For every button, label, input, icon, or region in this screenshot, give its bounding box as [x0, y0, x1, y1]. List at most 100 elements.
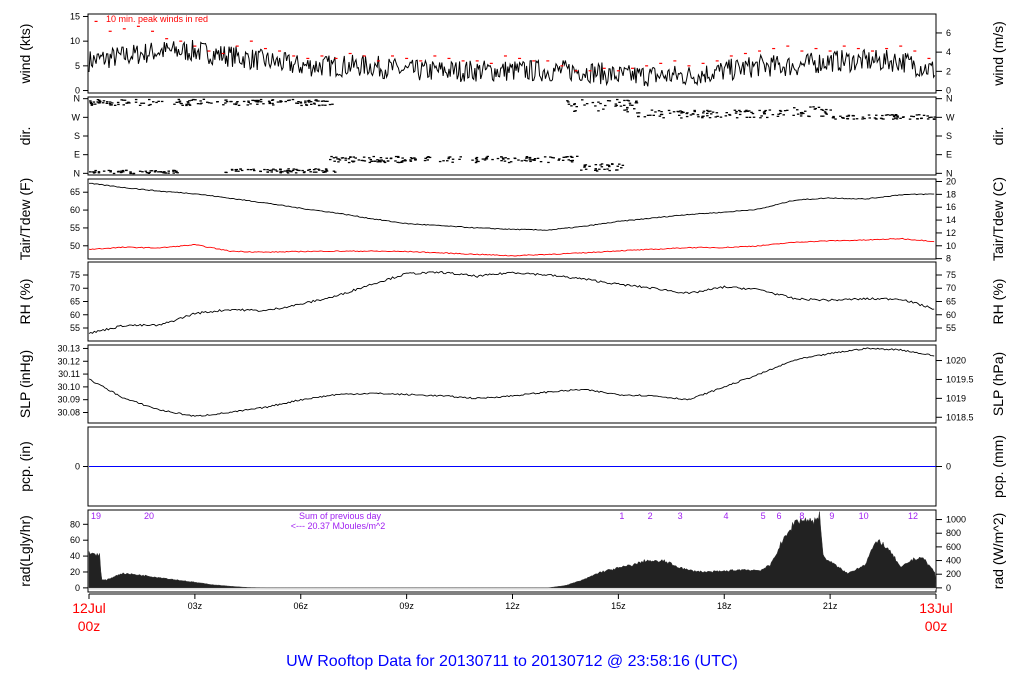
x-tick-label: 03z: [188, 601, 203, 611]
dir-point: [892, 114, 895, 116]
dir-point: [706, 112, 709, 115]
dir-point: [234, 170, 238, 172]
slp-ytick-right-label: 1019: [946, 393, 966, 403]
panel-dir: dir. dir.N NE ES SW WN N: [17, 94, 1006, 179]
dir-point: [222, 104, 225, 106]
dir-point: [259, 170, 262, 173]
dir-point: [529, 160, 532, 163]
dir-point: [324, 168, 328, 170]
dir-point: [411, 157, 414, 160]
dir-point: [892, 118, 895, 120]
dir-point: [892, 115, 896, 118]
dir-point: [611, 163, 614, 165]
dir-point: [566, 100, 569, 102]
dir-point: [796, 109, 799, 111]
dir-point: [389, 157, 393, 159]
dir-point: [746, 110, 749, 112]
dir-point: [750, 111, 753, 113]
dir-point: [748, 116, 752, 118]
x-tick-label: 21z: [823, 601, 838, 611]
temp-ytick-right-label: 16: [946, 202, 956, 212]
dir-point: [602, 108, 605, 110]
dir-point: [625, 109, 628, 111]
dir-point: [349, 156, 352, 158]
dir-point: [715, 112, 719, 114]
rh-ytick-right-label: 65: [946, 297, 956, 307]
dir-point: [882, 118, 885, 120]
dir-point: [693, 110, 696, 113]
dir-point: [99, 100, 102, 102]
dir-point: [396, 155, 400, 158]
dir-point: [547, 161, 550, 164]
x-tick-label: 15z: [611, 601, 626, 611]
dir-point: [606, 164, 609, 166]
dir-point: [323, 170, 327, 172]
temp-ytick-right-label: 20: [946, 177, 956, 187]
dir-point: [372, 155, 375, 158]
dir-point: [383, 161, 387, 164]
temp-frame: [87, 178, 937, 260]
dir-point: [107, 169, 111, 172]
dir-point: [153, 171, 157, 173]
dir-point: [321, 170, 324, 172]
dir-point: [97, 171, 101, 173]
dir-point: [873, 117, 877, 119]
dir-point: [247, 101, 250, 103]
wind-ytick-label: 0: [75, 86, 80, 96]
dir-point: [523, 159, 527, 161]
dir-ytick-right-label: N: [946, 94, 953, 104]
panel-wind: wind (kts) wind (m/s) 0 5 10 15 0 2 4 6 10 min. pe…: [17, 11, 1006, 95]
dir-ytick-label: N: [74, 168, 81, 178]
dir-point: [271, 99, 274, 101]
dir-point: [846, 118, 849, 120]
dir-point: [570, 161, 574, 163]
dir-point: [167, 170, 170, 172]
dir-point: [172, 172, 175, 174]
dir-point: [800, 113, 803, 115]
dir-point: [626, 107, 629, 109]
dir-point: [268, 169, 272, 172]
rh-ytick-label: 60: [70, 310, 80, 320]
dir-point: [608, 165, 611, 168]
dir-frame: [87, 96, 937, 176]
dir-point: [583, 165, 587, 167]
dir-point: [823, 111, 827, 113]
dir-point: [188, 100, 191, 102]
dir-point: [637, 112, 641, 114]
dir-point: [659, 113, 663, 116]
dir-point: [595, 170, 599, 172]
accum-mark-label: 9: [829, 511, 834, 521]
dir-point: [766, 116, 769, 119]
rad-ytick-right-label: 0: [946, 583, 951, 593]
temp-ytick-right-label: 8: [946, 254, 951, 264]
dir-point: [394, 155, 398, 158]
wind-ylabel-right: wind (m/s): [990, 21, 1006, 87]
dir-point: [486, 155, 489, 158]
dir-point: [352, 156, 355, 158]
dir-point: [380, 159, 383, 161]
slp-ytick-right-label: 1019.5: [946, 374, 974, 384]
dir-point: [253, 169, 256, 172]
dir-point: [615, 104, 618, 107]
dir-point: [598, 168, 601, 170]
dir-point: [145, 172, 149, 174]
dir-point: [771, 114, 775, 116]
dir-point: [922, 114, 926, 116]
x-tick-label: 18z: [717, 601, 732, 611]
dir-point: [565, 156, 568, 158]
dir-point: [841, 116, 844, 119]
dir-point: [237, 104, 241, 106]
dir-point: [884, 114, 888, 116]
dir-point: [447, 156, 451, 158]
dir-point: [267, 100, 271, 102]
dir-point: [691, 113, 695, 115]
pcp-ytick-right-label: 0: [946, 462, 951, 472]
dir-point: [507, 161, 511, 164]
dir-point: [281, 171, 284, 173]
dir-point: [181, 104, 184, 106]
dir-point: [295, 168, 298, 171]
dir-point: [502, 158, 505, 160]
dir-ytick-label: W: [72, 112, 81, 122]
accum-mark-label: 5: [761, 511, 766, 521]
dir-point: [336, 158, 339, 160]
